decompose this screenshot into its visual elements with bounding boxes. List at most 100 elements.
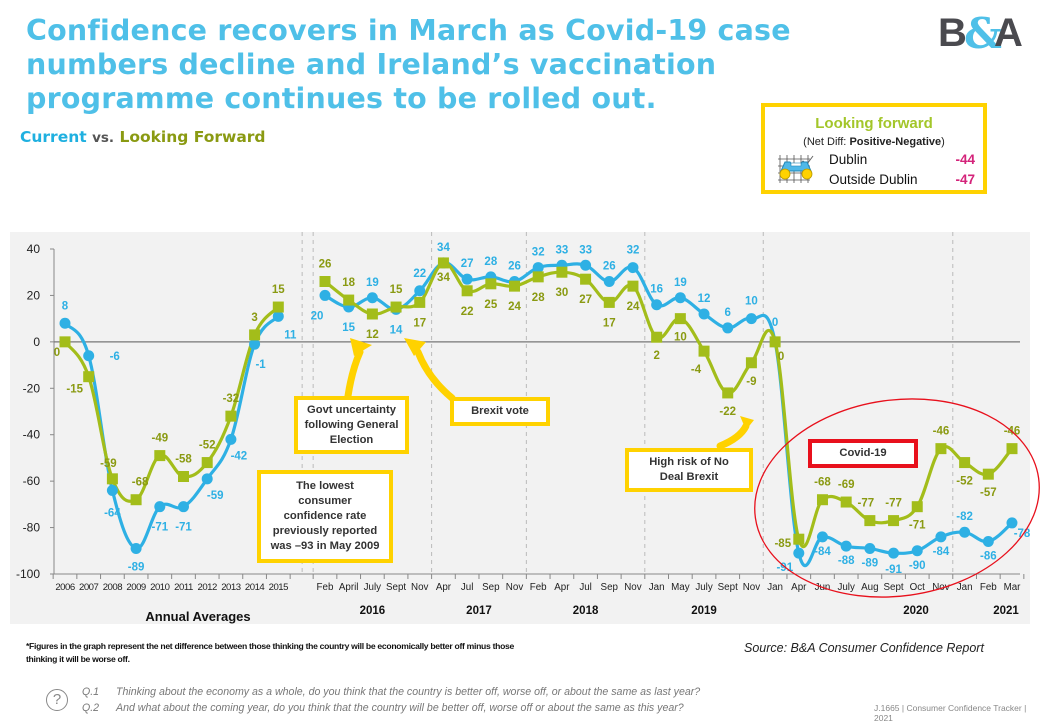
- data-label-forward: 34: [437, 272, 450, 284]
- data-point-current: [722, 322, 734, 334]
- x-tick-label: Nov: [624, 582, 642, 593]
- data-point-current: [319, 289, 331, 301]
- data-label-current: 20: [311, 310, 324, 322]
- chart-lines: [59, 257, 1018, 567]
- data-point-current: [745, 313, 757, 325]
- data-point-current: [532, 262, 544, 274]
- y-tick-label: 0: [33, 335, 40, 349]
- question-2: Q.2 And what about the coming year, do yo…: [82, 702, 684, 714]
- data-point-current: [864, 542, 876, 554]
- data-point-forward: [414, 296, 426, 308]
- data-label-current: 19: [674, 277, 687, 289]
- data-label-current: -71: [151, 522, 168, 534]
- data-label-current: 6: [725, 307, 731, 319]
- series-line-forward: [63, 305, 280, 503]
- y-tick-label: -60: [23, 474, 41, 488]
- car-chart-icon: [778, 155, 814, 183]
- data-label-current: 19: [366, 277, 379, 289]
- lf-row-dublin: Dublin -44: [829, 152, 975, 167]
- data-label-forward: 0: [54, 347, 60, 359]
- data-point-current: [249, 338, 261, 350]
- x-tick-label: July: [364, 582, 382, 593]
- data-point-forward: [1006, 443, 1018, 455]
- data-point-current: [816, 531, 828, 543]
- data-point-current: [225, 433, 237, 445]
- data-point-current: [982, 536, 994, 547]
- data-point-current: [59, 317, 71, 329]
- data-point-current: [106, 484, 118, 496]
- question-icon: ?: [46, 689, 68, 711]
- data-point-current: [461, 273, 473, 285]
- data-label-current: 16: [650, 284, 663, 296]
- data-label-current: 26: [603, 261, 616, 273]
- data-label-forward: -68: [132, 477, 149, 489]
- data-point-forward: [935, 443, 947, 455]
- data-label-forward: -15: [66, 384, 83, 396]
- covid-highlight-ellipse: [754, 398, 1040, 598]
- x-tick-label: 2013: [221, 582, 241, 593]
- x-tick-label: April: [339, 582, 359, 593]
- callout-arrows: [344, 338, 754, 450]
- y-tick-label: 40: [27, 242, 41, 256]
- annotation-covid-19: Covid-19: [808, 439, 918, 468]
- data-point-forward: [816, 494, 828, 506]
- x-tick-label: 2011: [174, 582, 193, 593]
- data-label-forward: 2: [653, 350, 659, 362]
- year-group-label: 2020: [903, 605, 929, 617]
- x-tick-label: 2010: [150, 582, 170, 593]
- data-label-forward: -57: [980, 487, 997, 499]
- callout-arrow-head: [350, 338, 372, 356]
- data-label-current: 32: [532, 247, 545, 259]
- data-point-forward: [272, 301, 284, 313]
- data-point-forward: [83, 371, 95, 383]
- data-point-forward: [840, 496, 852, 508]
- data-label-forward: 22: [461, 306, 474, 318]
- data-point-current: [201, 473, 213, 485]
- data-point-forward: [982, 468, 994, 480]
- data-point-current: [414, 285, 426, 297]
- data-point-forward: [722, 387, 734, 399]
- data-point-forward: [390, 301, 402, 313]
- data-label-forward: -22: [719, 406, 736, 418]
- svg-text:B: B: [938, 11, 966, 52]
- data-label-forward: 15: [390, 284, 403, 296]
- data-label-forward: 30: [555, 287, 568, 299]
- annual-averages-label: Annual Averages: [145, 609, 250, 624]
- x-tick-label: 2015: [269, 582, 289, 593]
- data-point-forward: [651, 331, 663, 343]
- data-label-current: -86: [980, 551, 997, 563]
- data-label-current: 28: [484, 256, 497, 268]
- x-tick-label: 2012: [198, 582, 218, 593]
- data-point-forward: [580, 273, 592, 285]
- data-point-forward: [485, 278, 497, 290]
- lf-row-value: -47: [955, 172, 975, 187]
- data-point-forward: [627, 280, 639, 292]
- data-point-current: [911, 545, 923, 557]
- data-point-current: [698, 308, 710, 320]
- data-point-forward: [106, 473, 118, 485]
- data-label-forward: -58: [175, 454, 192, 466]
- data-label-forward: 24: [627, 301, 640, 313]
- data-label-forward: 17: [603, 317, 616, 329]
- y-tick-label: -20: [23, 381, 41, 395]
- x-tick-label: 2006: [55, 582, 75, 593]
- x-tick-label: 2007: [79, 582, 99, 593]
- x-tick-label: Jul: [461, 582, 474, 593]
- x-tick-label: Feb: [317, 582, 334, 593]
- x-tick-label: Nov: [506, 582, 524, 593]
- data-point-current: [272, 310, 284, 322]
- data-point-forward: [888, 515, 900, 527]
- x-tick-label: Sept: [718, 582, 738, 593]
- data-point-forward: [343, 294, 355, 306]
- subtitle-vs: vs.: [92, 130, 115, 146]
- data-label-forward: -4: [691, 364, 702, 376]
- subtitle-bold: Positive-Negative: [849, 136, 942, 148]
- x-tick-label: Nov: [743, 582, 761, 593]
- x-tick-label: Apr: [791, 582, 807, 593]
- data-point-forward: [674, 313, 686, 325]
- data-label-current: 34: [437, 242, 450, 254]
- data-label-current: -84: [933, 546, 950, 558]
- question-1: Q.1 Thinking about the economy as a whole…: [82, 686, 700, 698]
